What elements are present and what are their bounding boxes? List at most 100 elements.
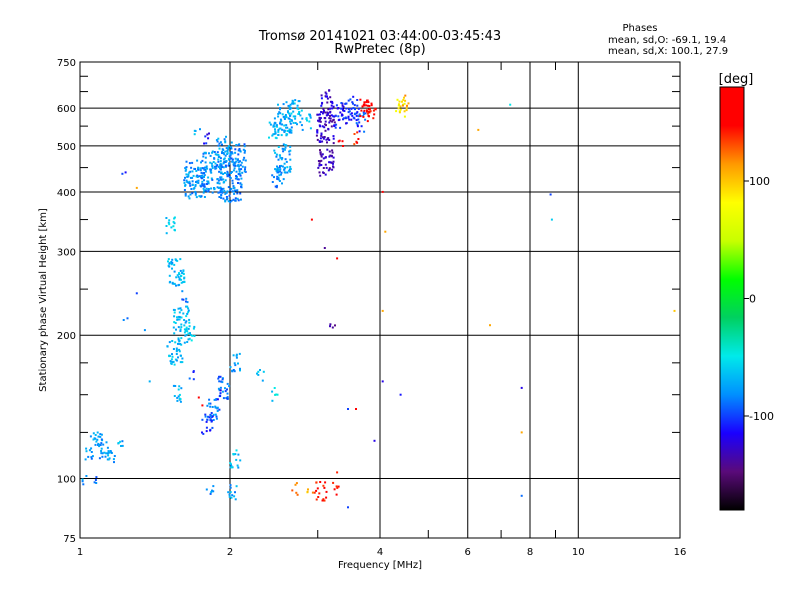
data-point	[403, 110, 406, 113]
data-point	[229, 491, 232, 494]
data-point	[91, 455, 94, 458]
data-point	[206, 167, 209, 170]
data-point	[229, 486, 232, 489]
data-point	[100, 433, 103, 436]
data-point	[216, 182, 219, 185]
data-point	[87, 455, 90, 458]
data-point	[290, 112, 293, 115]
data-point	[187, 307, 190, 310]
data-point	[316, 487, 319, 490]
data-point	[362, 111, 365, 114]
data-point	[233, 370, 236, 373]
data-point	[353, 133, 356, 135]
data-point	[172, 220, 175, 223]
data-point	[362, 113, 365, 115]
data-point	[204, 156, 207, 159]
data-point	[226, 388, 228, 391]
data-point	[355, 114, 358, 117]
data-point	[231, 158, 234, 161]
data-point	[209, 402, 212, 405]
data-point	[219, 389, 222, 392]
data-point	[230, 147, 233, 150]
data-point	[318, 164, 321, 167]
data-point	[216, 186, 219, 189]
data-point	[348, 110, 351, 113]
data-point	[179, 269, 182, 272]
data-point	[234, 157, 237, 160]
data-point	[284, 146, 287, 149]
data-point	[327, 169, 330, 172]
data-point	[344, 102, 347, 105]
data-point	[300, 109, 303, 112]
data-point	[219, 375, 222, 378]
data-point	[172, 348, 175, 350]
data-point	[187, 338, 190, 341]
data-point	[238, 148, 241, 150]
data-point	[172, 360, 175, 363]
data-point	[275, 153, 278, 156]
data-point	[211, 151, 214, 154]
data-point	[192, 378, 195, 381]
data-point	[171, 267, 173, 270]
data-point	[176, 396, 179, 399]
data-point	[283, 166, 286, 169]
data-point	[289, 122, 292, 125]
data-point	[219, 392, 222, 395]
data-point	[97, 435, 100, 438]
data-point	[333, 488, 336, 491]
data-point	[477, 128, 480, 131]
data-point	[287, 111, 289, 114]
data-point	[227, 157, 230, 160]
data-point	[209, 405, 212, 408]
data-point	[331, 326, 334, 329]
data-point	[381, 190, 384, 193]
data-point	[200, 177, 203, 180]
data-point	[284, 114, 287, 116]
data-point	[217, 154, 220, 156]
data-point	[274, 393, 277, 396]
data-point	[168, 341, 171, 344]
data-point	[299, 121, 302, 124]
data-point	[284, 129, 287, 132]
data-point	[286, 130, 289, 132]
data-point	[398, 103, 400, 106]
data-point	[102, 443, 105, 446]
data-point	[180, 323, 183, 326]
data-point	[365, 109, 368, 112]
data-point	[288, 150, 291, 153]
data-point	[338, 118, 341, 121]
data-point	[219, 162, 222, 165]
data-point	[179, 361, 182, 364]
data-point	[201, 159, 204, 162]
data-point	[230, 146, 232, 149]
data-point	[203, 174, 206, 177]
data-point	[182, 281, 185, 284]
data-point	[174, 385, 177, 387]
data-point	[279, 168, 282, 171]
data-point	[224, 154, 227, 157]
data-point	[358, 121, 361, 124]
data-point	[309, 127, 312, 130]
data-point	[363, 130, 366, 133]
data-point	[217, 137, 220, 140]
data-point	[101, 452, 104, 455]
data-point	[320, 104, 323, 107]
data-point	[230, 151, 233, 154]
data-point	[202, 191, 205, 194]
data-point	[226, 150, 229, 153]
data-point	[330, 154, 333, 157]
data-point	[407, 102, 410, 105]
data-point	[239, 182, 242, 185]
data-point	[184, 194, 187, 197]
data-point	[237, 199, 240, 202]
data-point	[322, 157, 325, 160]
data-point	[348, 118, 351, 121]
data-point	[289, 114, 291, 117]
data-point	[274, 132, 277, 135]
data-point	[237, 362, 239, 365]
data-point	[279, 121, 282, 124]
data-point	[190, 339, 193, 342]
data-point	[238, 170, 241, 173]
data-point	[237, 158, 239, 161]
data-point	[325, 95, 328, 98]
